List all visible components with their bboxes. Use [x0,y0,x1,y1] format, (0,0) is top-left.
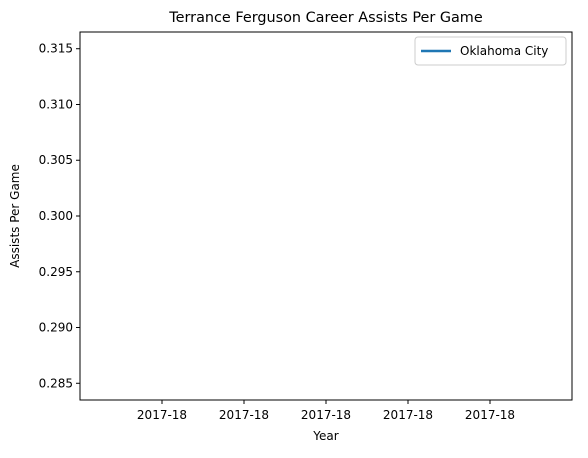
y-tick-label: 0.305 [39,153,73,167]
y-tick-label: 0.315 [39,42,73,56]
y-axis-label: Assists Per Game [8,164,22,268]
legend: Oklahoma City [414,36,567,66]
plot-area [79,31,573,401]
chart-title: Terrance Ferguson Career Assists Per Gam… [168,10,483,26]
y-axis: 0.285 0.290 0.295 0.300 0.305 0.310 0.315 [39,42,80,390]
y-tick-label: 0.300 [39,209,73,223]
y-tick-label: 0.295 [39,265,73,279]
y-tick-label: 0.290 [39,321,73,335]
y-tick-label: 0.285 [39,376,73,390]
x-tick-label: 2017-18 [219,408,269,422]
legend-box [414,36,567,66]
x-tick-label: 2017-18 [137,408,187,422]
y-tick-label: 0.310 [39,97,73,111]
x-axis: 2017-18 2017-18 2017-18 2017-18 2017-18 [137,400,515,422]
x-tick-label: 2017-18 [383,408,433,422]
x-axis-label: Year [312,429,338,443]
legend-entry-oklahoma-city: Oklahoma City [460,44,548,58]
x-tick-label: 2017-18 [301,408,351,422]
x-tick-label: 2017-18 [465,408,515,422]
